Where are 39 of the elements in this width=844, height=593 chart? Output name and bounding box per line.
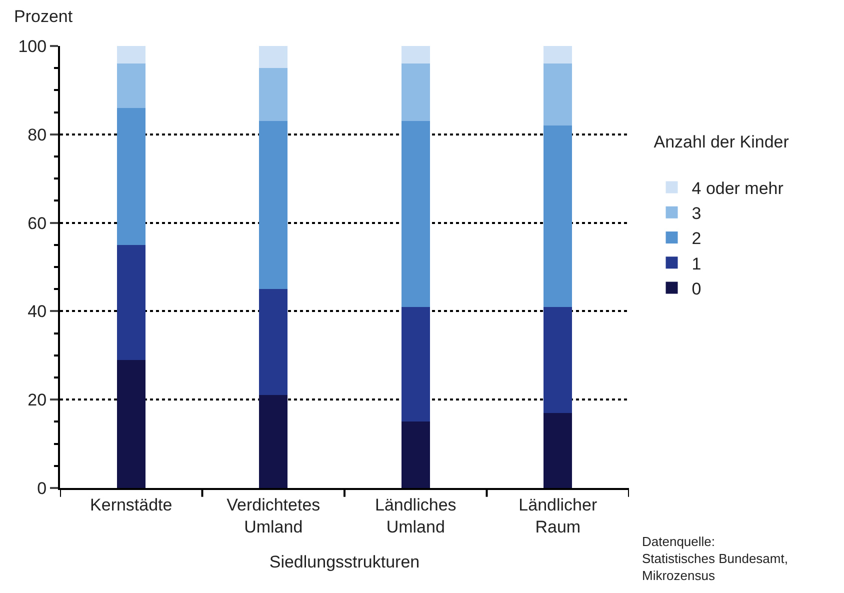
- y-tick-label: 20: [28, 390, 47, 410]
- bar: [116, 46, 146, 64]
- bar: [259, 46, 288, 68]
- legend-label: 2: [692, 229, 702, 248]
- bar: [544, 64, 572, 126]
- bar: [116, 244, 146, 360]
- x-tick-label: Verdichtetes Umland: [226, 495, 320, 536]
- y-tick-label: 100: [18, 36, 47, 56]
- bar: [544, 126, 572, 307]
- bar: [544, 306, 572, 413]
- bar: [544, 412, 572, 488]
- y-tick-label: 60: [28, 214, 47, 233]
- legend-label: 4 oder mehr: [692, 178, 784, 198]
- legend-label: 0: [692, 279, 702, 298]
- bar: [401, 306, 430, 422]
- y-tick-label: 40: [28, 302, 47, 322]
- y-tick-label: 80: [28, 125, 47, 144]
- legend-title: Anzahl der Kinder: [654, 132, 790, 152]
- bar: [259, 68, 288, 122]
- bar: [401, 64, 430, 122]
- legend-label: 3: [692, 204, 702, 224]
- bar: [544, 46, 572, 64]
- bar: [401, 121, 430, 307]
- bar: [259, 395, 288, 488]
- text: Datenquelle: Statistisches Bundesamt, Mikrozensus: [642, 534, 788, 583]
- x-tick-label: Ländlicher Raum: [518, 495, 598, 536]
- bar: [116, 108, 146, 245]
- x-tick-label: Kernstädte: [90, 495, 172, 514]
- bar: [116, 360, 146, 488]
- x-axis-title: Siedlungsstrukturen: [269, 552, 420, 572]
- bar: [259, 289, 288, 396]
- bar: [401, 46, 430, 64]
- bar: [116, 64, 146, 108]
- bar: [401, 422, 430, 488]
- legend-label: 1: [692, 254, 702, 274]
- y-axis-title: Prozent: [14, 7, 73, 26]
- y-tick-label: 0: [37, 478, 47, 498]
- bar: [259, 121, 288, 290]
- x-tick-label: Ländliches Umland: [374, 495, 456, 536]
